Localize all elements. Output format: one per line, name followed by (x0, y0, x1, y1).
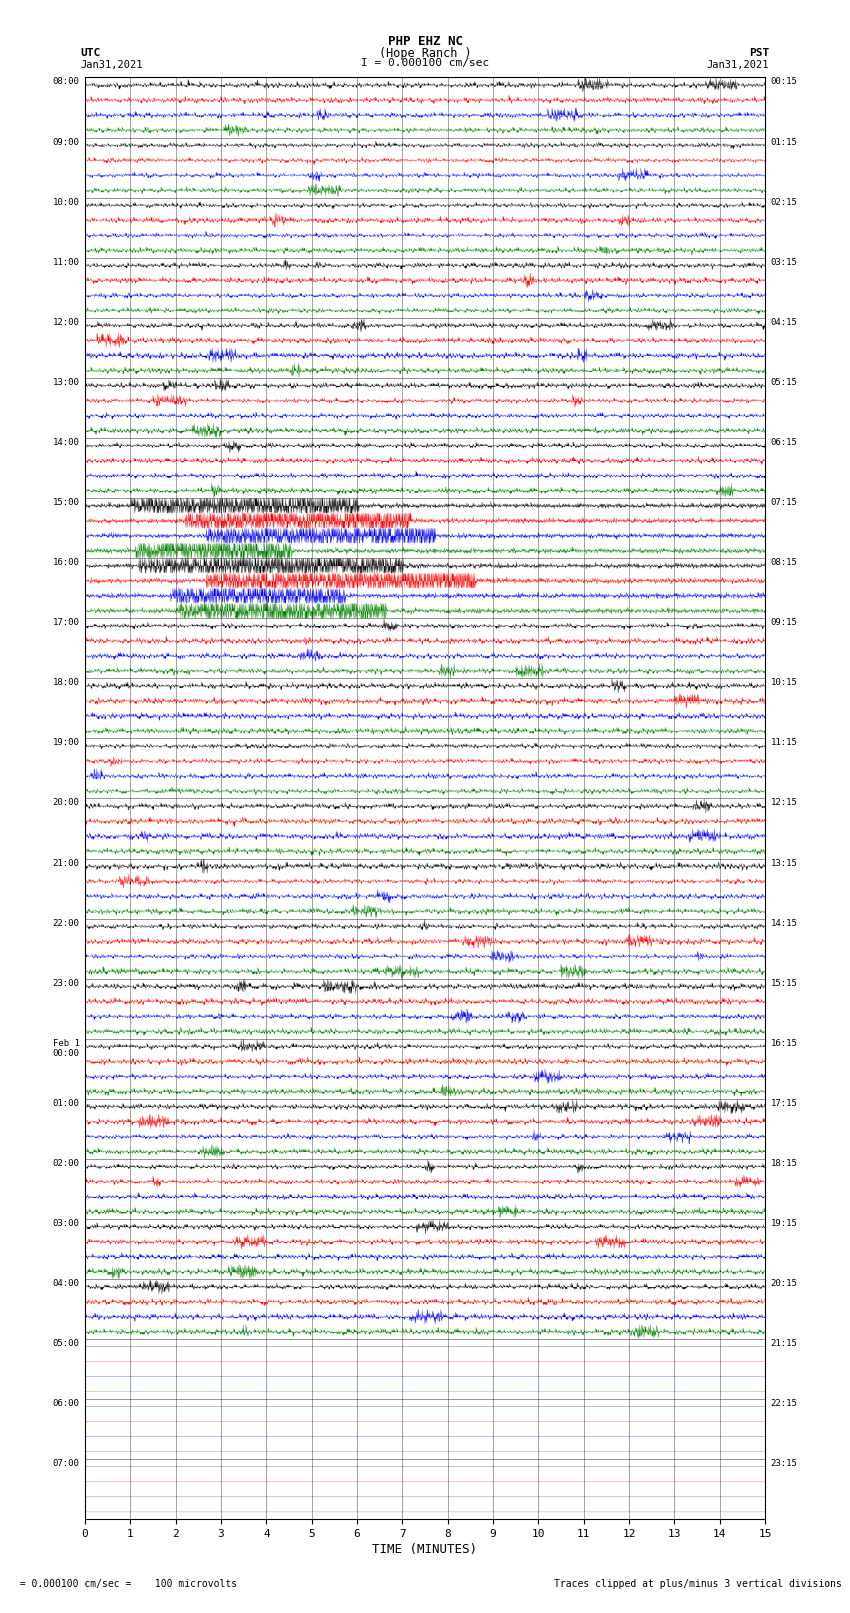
Text: 08:00: 08:00 (53, 77, 80, 87)
Text: 10:15: 10:15 (770, 679, 797, 687)
Text: 09:15: 09:15 (770, 618, 797, 627)
Text: 04:00: 04:00 (53, 1279, 80, 1289)
Text: I = 0.000100 cm/sec: I = 0.000100 cm/sec (361, 58, 489, 68)
Text: 17:15: 17:15 (770, 1098, 797, 1108)
Text: 11:15: 11:15 (770, 739, 797, 747)
Text: Feb 1
00:00: Feb 1 00:00 (53, 1039, 80, 1058)
Text: 01:00: 01:00 (53, 1098, 80, 1108)
Text: 15:00: 15:00 (53, 498, 80, 506)
Text: 22:00: 22:00 (53, 919, 80, 927)
Text: 04:15: 04:15 (770, 318, 797, 327)
Text: 13:00: 13:00 (53, 377, 80, 387)
Text: 12:00: 12:00 (53, 318, 80, 327)
Text: 07:00: 07:00 (53, 1460, 80, 1468)
Text: 17:00: 17:00 (53, 618, 80, 627)
Text: 23:00: 23:00 (53, 979, 80, 987)
Text: 12:15: 12:15 (770, 798, 797, 808)
Text: 06:15: 06:15 (770, 437, 797, 447)
Text: 19:00: 19:00 (53, 739, 80, 747)
Text: 14:00: 14:00 (53, 437, 80, 447)
Text: 02:00: 02:00 (53, 1158, 80, 1168)
Text: PHP EHZ NC: PHP EHZ NC (388, 35, 462, 48)
Text: 06:00: 06:00 (53, 1398, 80, 1408)
Text: 18:00: 18:00 (53, 679, 80, 687)
Text: 10:00: 10:00 (53, 198, 80, 206)
Text: 14:15: 14:15 (770, 919, 797, 927)
Text: UTC: UTC (81, 48, 101, 58)
Text: 05:15: 05:15 (770, 377, 797, 387)
Text: 00:15: 00:15 (770, 77, 797, 87)
Text: (Hope Ranch ): (Hope Ranch ) (379, 47, 471, 60)
Text: 01:15: 01:15 (770, 137, 797, 147)
Text: 16:15: 16:15 (770, 1039, 797, 1048)
Text: 22:15: 22:15 (770, 1398, 797, 1408)
Text: 16:00: 16:00 (53, 558, 80, 568)
Text: 21:15: 21:15 (770, 1339, 797, 1348)
Text: 15:15: 15:15 (770, 979, 797, 987)
Text: 09:00: 09:00 (53, 137, 80, 147)
Text: 07:15: 07:15 (770, 498, 797, 506)
Text: 05:00: 05:00 (53, 1339, 80, 1348)
Text: 21:00: 21:00 (53, 858, 80, 868)
Text: Jan31,2021: Jan31,2021 (81, 60, 144, 69)
Text: 23:15: 23:15 (770, 1460, 797, 1468)
X-axis label: TIME (MINUTES): TIME (MINUTES) (372, 1544, 478, 1557)
Text: 08:15: 08:15 (770, 558, 797, 568)
Text: 03:15: 03:15 (770, 258, 797, 266)
Text: 20:00: 20:00 (53, 798, 80, 808)
Text: = 0.000100 cm/sec =    100 microvolts: = 0.000100 cm/sec = 100 microvolts (8, 1579, 238, 1589)
Text: 13:15: 13:15 (770, 858, 797, 868)
Text: 18:15: 18:15 (770, 1158, 797, 1168)
Text: 03:00: 03:00 (53, 1219, 80, 1227)
Text: 19:15: 19:15 (770, 1219, 797, 1227)
Text: 20:15: 20:15 (770, 1279, 797, 1289)
Text: Traces clipped at plus/minus 3 vertical divisions: Traces clipped at plus/minus 3 vertical … (553, 1579, 842, 1589)
Text: PST: PST (749, 48, 769, 58)
Text: Jan31,2021: Jan31,2021 (706, 60, 769, 69)
Text: 02:15: 02:15 (770, 198, 797, 206)
Text: 11:00: 11:00 (53, 258, 80, 266)
